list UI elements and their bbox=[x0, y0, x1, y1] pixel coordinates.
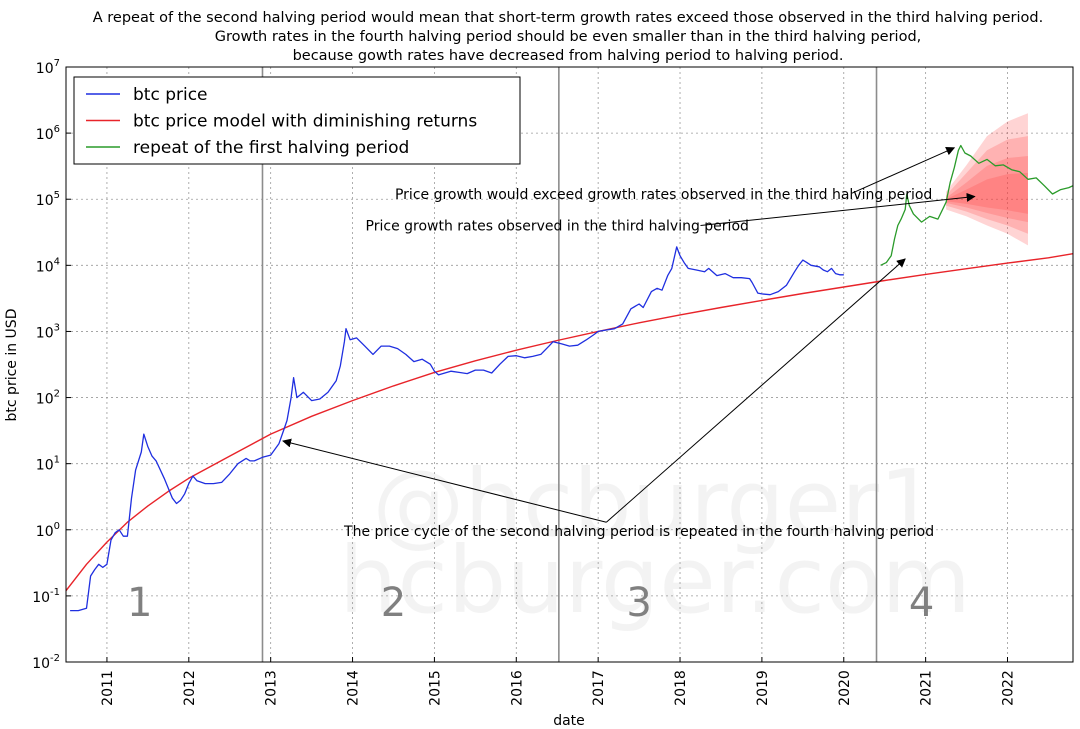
forecast-band-4 bbox=[946, 172, 1028, 214]
y-tick-label-0: 10-2 bbox=[32, 653, 60, 672]
btc-price-line bbox=[70, 246, 844, 612]
x-tick-label-2015: 2015 bbox=[427, 670, 443, 706]
chart-title-line-2: Growth rates in the fourth halving perio… bbox=[215, 29, 922, 45]
repeat-line bbox=[880, 144, 1073, 266]
y-tick-label-2: 100 bbox=[36, 521, 60, 540]
annotation-arrow-3-2 bbox=[606, 258, 906, 523]
y-axis-ticks: 10-2 10-1 100 101 102 103 104 105 106 107 bbox=[32, 58, 71, 672]
x-tick-label-2016: 2016 bbox=[509, 670, 525, 706]
period-labels: 1 2 3 4 bbox=[127, 580, 934, 626]
period-label-3: 3 bbox=[626, 580, 651, 626]
legend-repeat-label: repeat of the first halving period bbox=[133, 138, 409, 158]
x-tick-label-2022: 2022 bbox=[1001, 670, 1017, 706]
legend-box bbox=[73, 76, 521, 165]
model-line bbox=[66, 253, 1073, 592]
x-tick-label-2011: 2011 bbox=[100, 670, 116, 706]
y-tick-label-3: 101 bbox=[36, 455, 60, 474]
forecast-band bbox=[946, 113, 1028, 246]
annotation-text-2: Price growth rates observed in the third… bbox=[366, 219, 749, 235]
legend-model-label: btc price model with diminishing returns bbox=[133, 112, 477, 132]
x-tick-label-2018: 2018 bbox=[673, 670, 689, 706]
x-tick-label-2021: 2021 bbox=[919, 670, 935, 706]
x-tick-label-2012: 2012 bbox=[182, 670, 198, 706]
y-tick-label-1: 10-1 bbox=[32, 587, 60, 606]
x-tick-label-2019: 2019 bbox=[755, 670, 771, 706]
period-label-1: 1 bbox=[127, 580, 152, 626]
y-tick-label-8: 106 bbox=[36, 124, 60, 143]
annotation-text-3: The price cycle of the second halving pe… bbox=[343, 524, 934, 540]
chart-title-line-1: A repeat of the second halving period wo… bbox=[93, 10, 1043, 26]
annotation-arrow-3-1 bbox=[282, 438, 607, 523]
plot-frame bbox=[65, 66, 1074, 663]
annotation-arrow-1 bbox=[851, 146, 956, 194]
period-label-2: 2 bbox=[381, 580, 406, 626]
x-axis-label: date bbox=[553, 713, 585, 729]
annotation-text-1: Price growth would exceed growth rates o… bbox=[395, 187, 932, 203]
y-tick-label-9: 107 bbox=[36, 58, 60, 77]
x-tick-label-2014: 2014 bbox=[346, 670, 362, 706]
x-tick-label-2017: 2017 bbox=[591, 670, 607, 706]
y-tick-label-7: 105 bbox=[36, 190, 60, 209]
period-label-4: 4 bbox=[909, 580, 934, 626]
y-axis-label: btc price in USD bbox=[4, 309, 20, 422]
annotations: Price growth would exceed growth rates o… bbox=[282, 146, 976, 540]
forecast-band-2 bbox=[946, 136, 1028, 234]
x-axis-ticks: 2011 2012 2013 2014 2015 2016 2017 2018 2019 2020… bbox=[100, 657, 1017, 706]
x-tick-label-2013: 2013 bbox=[264, 670, 280, 706]
y-tick-label-5: 103 bbox=[36, 322, 60, 341]
series-lines bbox=[66, 144, 1073, 612]
x-tick-label-2020: 2020 bbox=[837, 670, 853, 706]
halving-lines bbox=[261, 67, 878, 662]
chart-title: A repeat of the second halving period wo… bbox=[93, 10, 1043, 64]
forecast-band-3 bbox=[946, 156, 1028, 223]
y-tick-label-6: 104 bbox=[36, 256, 60, 275]
legend: btc price btc price model with diminishin… bbox=[73, 76, 521, 165]
legend-btc-price-label: btc price bbox=[133, 85, 208, 105]
forecast-band-1 bbox=[946, 113, 1028, 246]
y-tick-label-4: 102 bbox=[36, 389, 60, 408]
chart-title-line-3: because gowth rates have decreased from … bbox=[293, 48, 844, 64]
annotation-arrow-2 bbox=[700, 192, 976, 227]
watermark-line-2: hcburger.com bbox=[339, 527, 971, 634]
